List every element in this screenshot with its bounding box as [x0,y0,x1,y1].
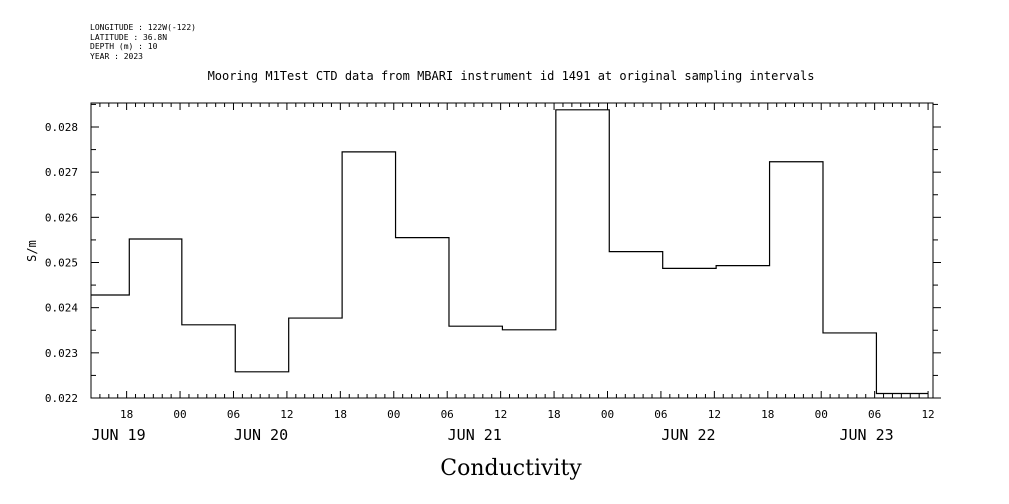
conductivity-series-line [91,109,929,395]
plot-frame [90,102,934,399]
y-tick-label: 0.028 [45,121,78,134]
day-label: JUN 21 [448,426,502,444]
x-tick-label: 18 [120,408,133,421]
y-tick-label: 0.022 [45,392,78,405]
x-tick-label: 12 [708,408,721,421]
y-tick-label: 0.025 [45,257,78,270]
y-tick-label: 0.026 [45,211,78,224]
x-tick-label: 12 [280,408,293,421]
x-tick-labels: 18 00 06 12 18 00 06 12 18 00 06 12 18 00 06 12 [120,408,935,421]
x-tick-label: 06 [868,408,881,421]
meta-year: YEAR : 2023 [90,52,143,61]
x-tick-label: 12 [494,408,507,421]
y-axis-label: S/m [25,240,39,262]
day-label: JUN 23 [839,426,893,444]
x-tick-label: 18 [547,408,560,421]
x-tick-label: 18 [334,408,347,421]
day-label: JUN 22 [661,426,715,444]
y-tick-label: 0.024 [45,302,78,315]
x-tick-label: 00 [387,408,400,421]
x-tick-label: 06 [654,408,667,421]
day-label: JUN 19 [91,426,145,444]
y-tick-label: 0.023 [45,347,78,360]
day-labels: JUN 19 JUN 20 JUN 21 JUN 22 JUN 23 [91,426,893,444]
axis-ticks [90,103,941,399]
x-tick-label: 00 [601,408,614,421]
meta-latitude: LATITUDE : 36.8N [90,33,167,42]
x-tick-label: 00 [173,408,186,421]
x-tick-label: 18 [761,408,774,421]
metadata-block: LONGITUDE : 122W(-122) LATITUDE : 36.8N … [90,23,196,61]
x-tick-label: 00 [815,408,828,421]
x-tick-label: 06 [227,408,240,421]
x-axis-caption: Conductivity [440,456,582,481]
x-tick-label: 12 [921,408,934,421]
meta-depth: DEPTH (m) : 10 [90,42,158,51]
chart-title: Mooring M1Test CTD data from MBARI instr… [208,69,815,83]
day-label: JUN 20 [234,426,288,444]
meta-longitude: LONGITUDE : 122W(-122) [90,23,196,32]
y-tick-labels: 0.022 0.023 0.024 0.025 0.026 0.027 0.028 [45,121,78,405]
y-tick-label: 0.027 [45,166,78,179]
x-tick-label: 06 [441,408,454,421]
